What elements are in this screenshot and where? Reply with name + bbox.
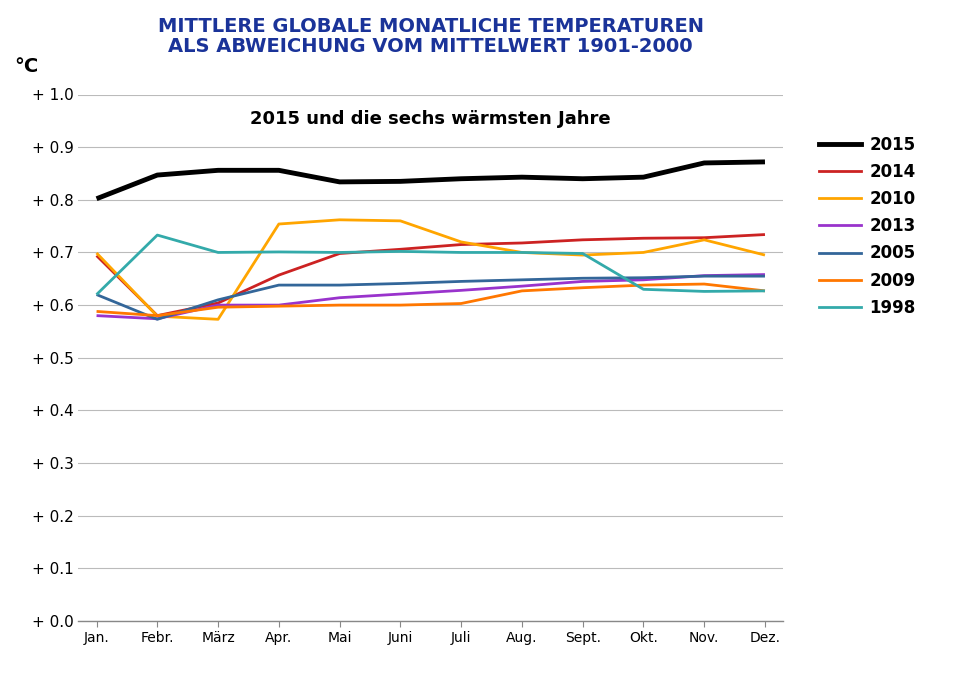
2005 [758,272,770,280]
2010 [273,220,285,228]
2009 [91,307,103,315]
1998 [91,290,103,298]
2009 [576,284,588,292]
2009 [455,300,467,308]
Text: °C: °C [15,57,39,76]
2014 [455,240,467,248]
2013 [515,282,527,290]
2015 [91,194,103,202]
2013 [455,286,467,294]
2010 [576,251,588,259]
2014 [152,312,163,320]
2015 [273,166,285,174]
2010 [515,248,527,256]
2014 [212,299,224,307]
1998 [333,248,345,256]
2005 [637,273,648,281]
2014 [697,234,709,242]
2010 [697,236,709,244]
2010 [394,217,406,225]
2005 [212,296,224,304]
2010 [455,238,467,246]
2010 [91,249,103,257]
2013 [212,301,224,309]
2010 [152,312,163,320]
Text: 2015 und die sechs wärmsten Jahre: 2015 und die sechs wärmsten Jahre [250,110,610,128]
2015 [515,173,527,181]
1998 [212,248,224,256]
2010 [333,216,345,224]
2013 [273,301,285,309]
Line: 2013: 2013 [97,275,764,319]
2014 [273,271,285,279]
2010 [637,248,648,256]
1998 [697,288,709,296]
Legend: 2015, 2014, 2010, 2013, 2005, 2009, 1998: 2015, 2014, 2010, 2013, 2005, 2009, 1998 [812,129,921,323]
1998 [515,248,527,256]
2005 [515,276,527,284]
2009 [333,301,345,309]
2009 [637,281,648,289]
2014 [758,230,770,238]
2014 [91,252,103,260]
2005 [697,272,709,280]
Line: 2005: 2005 [97,276,764,319]
Line: 2010: 2010 [97,220,764,319]
2010 [212,315,224,323]
2013 [394,290,406,298]
2005 [455,277,467,286]
2015 [212,166,224,174]
Text: MITTLERE GLOBALE MONATLICHE TEMPERATUREN: MITTLERE GLOBALE MONATLICHE TEMPERATUREN [157,17,703,36]
1998 [637,286,648,294]
2013 [91,312,103,320]
2010 [758,251,770,259]
2005 [273,281,285,289]
2015 [576,175,588,183]
2009 [394,301,406,309]
2009 [758,287,770,295]
2009 [212,303,224,311]
2013 [758,271,770,279]
2009 [273,302,285,311]
2013 [152,315,163,323]
Text: ALS ABWEICHUNG VOM MITTELWERT 1901-2000: ALS ABWEICHUNG VOM MITTELWERT 1901-2000 [168,37,692,56]
Line: 2014: 2014 [97,234,764,316]
2015 [697,159,709,167]
Line: 2009: 2009 [97,284,764,316]
2014 [515,239,527,247]
2015 [152,171,163,179]
1998 [455,248,467,256]
2009 [152,312,163,320]
2015 [758,158,770,166]
2005 [576,274,588,282]
2014 [576,236,588,244]
2009 [697,280,709,288]
1998 [273,248,285,256]
2015 [637,173,648,181]
2013 [637,276,648,284]
2013 [576,277,588,286]
2014 [333,250,345,258]
1998 [576,250,588,258]
2013 [697,271,709,279]
2015 [333,178,345,186]
2014 [394,245,406,253]
Line: 1998: 1998 [97,235,764,294]
2005 [152,315,163,323]
2005 [333,281,345,289]
2009 [515,287,527,295]
1998 [394,247,406,255]
1998 [152,231,163,239]
2015 [394,178,406,186]
2014 [637,234,648,242]
1998 [758,287,770,295]
2013 [333,294,345,302]
2015 [455,175,467,183]
2005 [394,279,406,288]
Line: 2015: 2015 [97,162,764,198]
2005 [91,290,103,298]
